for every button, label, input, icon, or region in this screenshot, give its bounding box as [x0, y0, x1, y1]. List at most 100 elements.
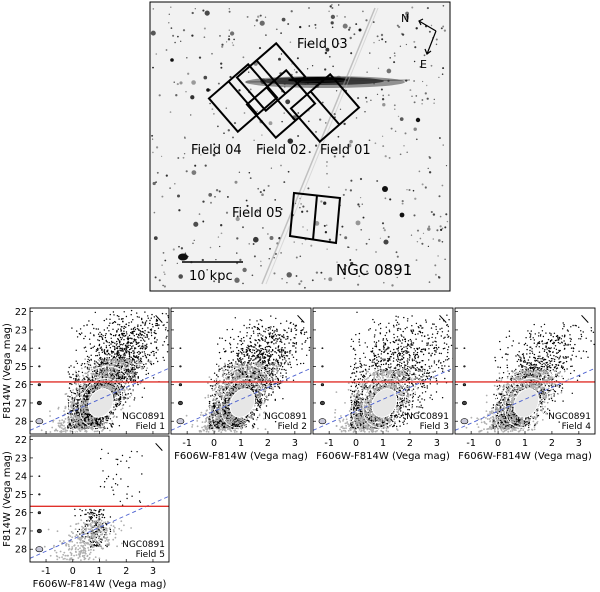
cmd-star [241, 352, 243, 354]
cmd-star [141, 318, 143, 321]
cmd-faint-star [125, 358, 128, 361]
cmd-star [86, 366, 89, 369]
star-dot [153, 211, 156, 214]
star-dot [434, 264, 437, 267]
cmd-star [115, 353, 117, 355]
cmd-star [103, 351, 106, 354]
cmd-faint-star [52, 420, 54, 423]
cmd-star [134, 374, 136, 376]
cmd-faint-star [93, 421, 96, 423]
cmd-faint-star [99, 367, 101, 370]
cmd-star [111, 322, 114, 324]
cmd-star [157, 360, 159, 363]
cmd-star [68, 423, 70, 426]
cmd-faint-star [103, 375, 106, 378]
cmd-faint-star [70, 414, 72, 416]
cmd-star [262, 378, 264, 380]
cmd-star [89, 332, 92, 334]
cmd-star [110, 343, 112, 345]
cmd-star [275, 335, 278, 337]
star-dot [283, 112, 286, 114]
star-dot [221, 43, 224, 46]
cmd-star [72, 373, 74, 376]
cmd-faint-star [134, 378, 137, 380]
cmd-faint-star [118, 358, 121, 361]
cmd-faint-star [85, 401, 88, 404]
cmd-star [106, 327, 109, 329]
cmd-faint-star [81, 428, 84, 431]
star-dot [229, 75, 232, 79]
star-dot [264, 16, 267, 18]
cmd-faint-star [91, 374, 94, 376]
cmd-faint-star [82, 424, 84, 427]
star-dot [418, 170, 421, 173]
cmd-star [145, 373, 147, 376]
cmd-star [103, 359, 105, 361]
star-dot [163, 285, 166, 288]
cmd-faint-star [117, 365, 120, 368]
cmd-star [135, 333, 138, 335]
cmd-star [91, 421, 94, 424]
cmd-star [135, 373, 137, 375]
star-dot [278, 57, 281, 61]
cmd-faint-star [79, 417, 82, 419]
star-dot [236, 215, 239, 218]
cmd-star [137, 376, 139, 378]
star-dot [442, 25, 445, 28]
star-dot [416, 240, 419, 243]
star-dot [388, 156, 391, 159]
cmd-star [116, 351, 118, 353]
star-dot [399, 153, 402, 156]
star-dot [331, 26, 334, 29]
cmd-faint-star [74, 411, 77, 414]
cmd-star [127, 336, 129, 338]
cmd-star [95, 427, 97, 430]
cmd-star [118, 364, 120, 366]
cmd-faint-star [49, 431, 52, 433]
cmd-star [134, 328, 137, 331]
cmd-faint-star [125, 387, 128, 390]
diffraction-streaks [261, 7, 379, 285]
cmd-star [110, 337, 112, 339]
cmd-star [75, 374, 78, 376]
cmd-star [161, 312, 164, 315]
star-dot [399, 45, 402, 47]
star-dot [381, 222, 385, 225]
cmd-star [208, 402, 211, 405]
cmd-star [167, 344, 169, 346]
cmd-faint-star [119, 361, 122, 364]
star-dot [432, 213, 436, 216]
cmd-star [84, 346, 87, 348]
star-dot [376, 93, 379, 96]
cmd-faint-star [124, 370, 127, 372]
cmd-star [111, 340, 113, 343]
cmd-star [120, 401, 122, 403]
cmd-star [95, 350, 97, 352]
cmd-star [228, 365, 230, 367]
cmd-faint-star [75, 382, 77, 385]
cmd-star [154, 330, 156, 332]
cmd-star [148, 338, 150, 340]
cmd-star [77, 399, 79, 401]
star-dot [221, 45, 224, 48]
cmd-star [85, 386, 87, 388]
star-dot [377, 67, 380, 69]
star-dot [194, 164, 197, 167]
cmd-star [236, 354, 238, 357]
star-dot [233, 38, 235, 41]
cmd-star [309, 336, 311, 339]
cmd-faint-star [138, 365, 141, 368]
cmd-star [280, 364, 283, 366]
cmd-star [67, 371, 70, 373]
panel-galaxy-label: NGC0891 [122, 412, 165, 422]
cmd-star [221, 337, 223, 339]
cmd-star [259, 356, 262, 358]
cmd-star [268, 349, 270, 351]
cmd-star [119, 347, 122, 349]
star-dot [445, 213, 448, 216]
star-dot [338, 43, 340, 45]
cmd-star [140, 357, 142, 359]
cmd-star [130, 328, 133, 330]
star-dot [411, 6, 414, 9]
star-dot [290, 10, 293, 13]
